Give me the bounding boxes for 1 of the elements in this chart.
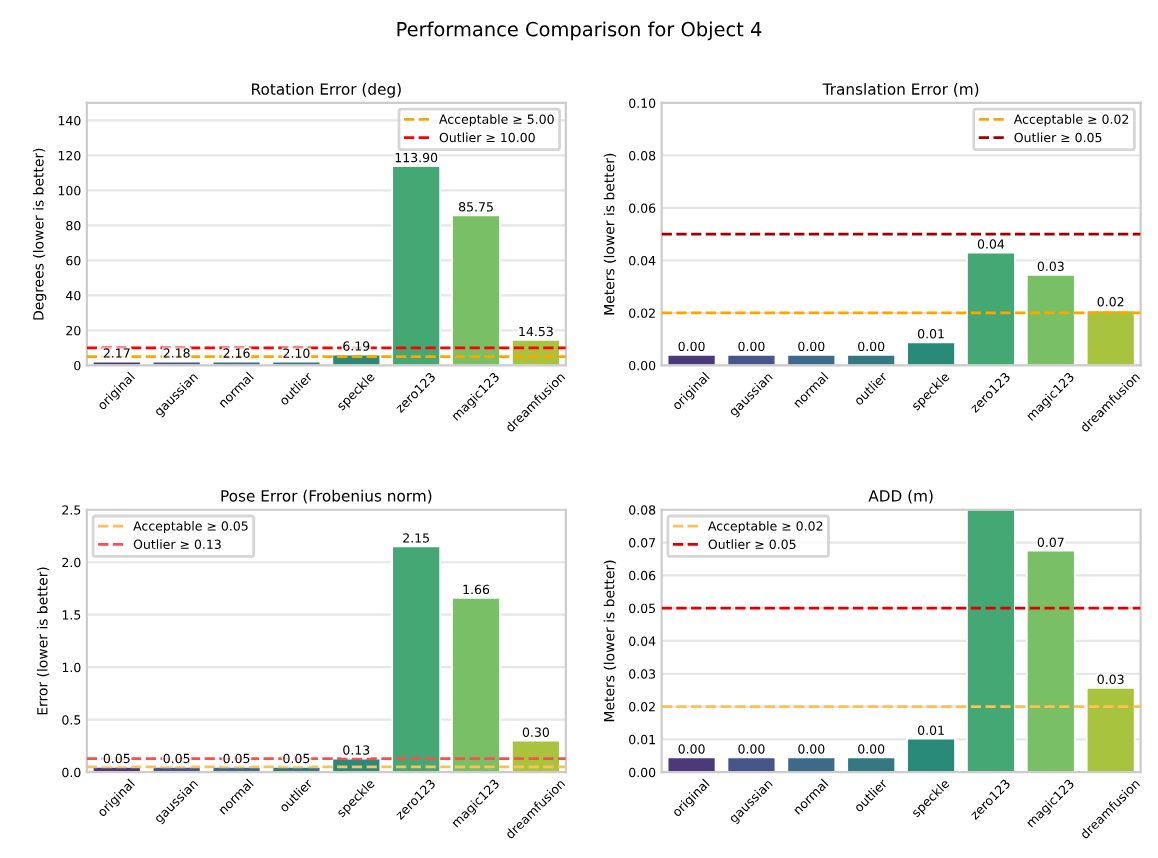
text: Performance Comparison for Object 4 [397, 21, 762, 41]
